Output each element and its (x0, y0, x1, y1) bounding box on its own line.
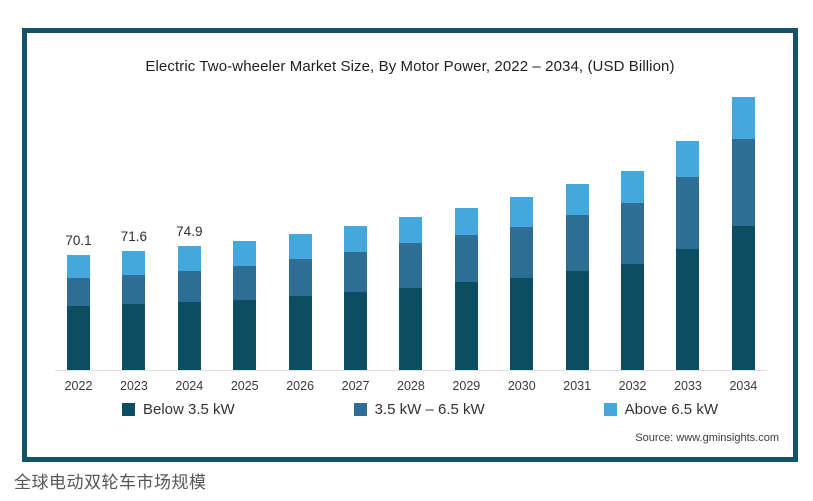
bar-segment-2023-series-2 (122, 251, 146, 275)
bar-segment-2027-series-0 (344, 292, 368, 370)
x-axis-label-2026: 2026 (286, 379, 315, 393)
bar-2033: 2033 (674, 141, 702, 393)
x-axis-label-2032: 2032 (618, 379, 647, 393)
legend: Below 3.5 kW 3.5 kW – 6.5 kW Above 6.5 kW (122, 401, 718, 418)
x-axis-label-2030: 2030 (507, 379, 536, 393)
x-axis-label-2029: 2029 (452, 379, 481, 393)
bar-segment-2032-series-2 (621, 171, 645, 203)
bar-segment-2026-series-0 (288, 296, 312, 370)
bar-segment-2023-series-0 (122, 304, 146, 370)
legend-swatch-icon (353, 403, 367, 416)
bar-segment-2025-series-0 (233, 300, 257, 370)
bar-value-label-2022: 70.1 (65, 233, 92, 248)
bar-segment-2027-series-2 (344, 226, 368, 252)
bar-segment-2032-series-0 (621, 264, 645, 370)
bar-segment-2034-series-0 (731, 226, 755, 370)
x-axis-label-2027: 2027 (341, 379, 370, 393)
bar-segment-2028-series-2 (399, 217, 423, 243)
bar-segment-2024-series-2 (177, 246, 201, 271)
bar-2025: 2025 (231, 241, 259, 393)
legend-label: Above 6.5 kW (624, 401, 718, 418)
bar-segment-2023-series-1 (122, 275, 146, 304)
bar-segment-2030-series-2 (510, 197, 534, 227)
bar-2026: 2026 (286, 234, 314, 393)
x-axis-label-2028: 2028 (397, 379, 425, 393)
x-axis-label-2022: 2022 (64, 379, 93, 393)
plot-area: 70.1 2022 71.6 2023 74.9 2024 2025 2026 2027 2028… (55, 95, 767, 393)
bar-2030: 2030 (508, 197, 536, 393)
bars-row: 70.1 2022 71.6 2023 74.9 2024 2025 2026 2027 2028… (55, 95, 767, 393)
bar-2031: 2031 (563, 184, 591, 393)
bar-segment-2032-series-1 (621, 203, 645, 264)
bar-segment-2022-series-1 (67, 278, 90, 306)
bar-2032: 2032 (619, 171, 646, 393)
page-caption-chinese: 全球电动双轮车市场规模 (14, 473, 207, 492)
bar-segment-2026-series-2 (288, 234, 312, 259)
bar-segment-2029-series-1 (454, 235, 478, 282)
bar-2024: 74.9 2024 (175, 224, 203, 393)
legend-item-2: Above 6.5 kW (603, 401, 718, 418)
legend-item-0: Below 3.5 kW (122, 401, 235, 418)
bar-segment-2030-series-1 (510, 227, 534, 278)
bar-segment-2024-series-1 (177, 271, 201, 302)
bar-2023: 71.6 2023 (120, 229, 148, 393)
bar-segment-2034-series-2 (731, 97, 755, 139)
bar-value-label-2023: 71.6 (120, 229, 148, 244)
x-axis-label-2031: 2031 (563, 379, 592, 393)
bar-segment-2031-series-1 (565, 215, 589, 271)
bar-segment-2033-series-2 (676, 141, 700, 177)
bar-segment-2030-series-0 (510, 278, 534, 370)
bar-segment-2024-series-0 (177, 302, 201, 370)
bar-segment-2034-series-1 (731, 139, 755, 226)
bar-segment-2028-series-0 (399, 288, 423, 370)
bar-segment-2033-series-0 (676, 249, 700, 370)
x-axis-label-2033: 2033 (674, 379, 702, 393)
bar-segment-2029-series-0 (454, 282, 478, 370)
bar-value-label-2024: 74.9 (176, 224, 203, 239)
legend-swatch-icon (603, 403, 617, 416)
bar-segment-2026-series-1 (288, 259, 312, 296)
bar-segment-2022-series-0 (67, 306, 90, 370)
bar-segment-2022-series-2 (67, 255, 90, 278)
chart-title: Electric Two-wheeler Market Size, By Mot… (145, 58, 675, 75)
bar-segment-2028-series-1 (399, 243, 423, 288)
x-axis-label-2034: 2034 (729, 379, 758, 393)
source-attribution: Source: www.gminsights.com (635, 432, 779, 444)
legend-label: 3.5 kW – 6.5 kW (374, 401, 485, 418)
legend-swatch-icon (122, 403, 135, 416)
chart-card: Electric Two-wheeler Market Size, By Mot… (22, 28, 798, 462)
bar-2034: 2034 (729, 97, 757, 393)
legend-item-1: 3.5 kW – 6.5 kW (353, 401, 485, 418)
bar-segment-2031-series-0 (565, 271, 589, 370)
bar-segment-2031-series-2 (565, 184, 589, 215)
bar-segment-2025-series-1 (233, 266, 257, 300)
legend-label: Below 3.5 kW (143, 401, 235, 418)
bar-2029: 2029 (452, 208, 480, 393)
bar-2027: 2027 (342, 226, 369, 393)
x-axis-label-2024: 2024 (175, 379, 204, 393)
x-axis-label-2023: 2023 (120, 379, 148, 393)
bar-2022: 70.1 2022 (65, 233, 93, 393)
bar-segment-2027-series-1 (344, 252, 368, 292)
bar-segment-2033-series-1 (676, 177, 700, 249)
bar-segment-2025-series-2 (233, 241, 257, 266)
bar-2028: 2028 (397, 217, 425, 393)
x-axis-label-2025: 2025 (230, 379, 259, 393)
bar-segment-2029-series-2 (454, 208, 478, 235)
